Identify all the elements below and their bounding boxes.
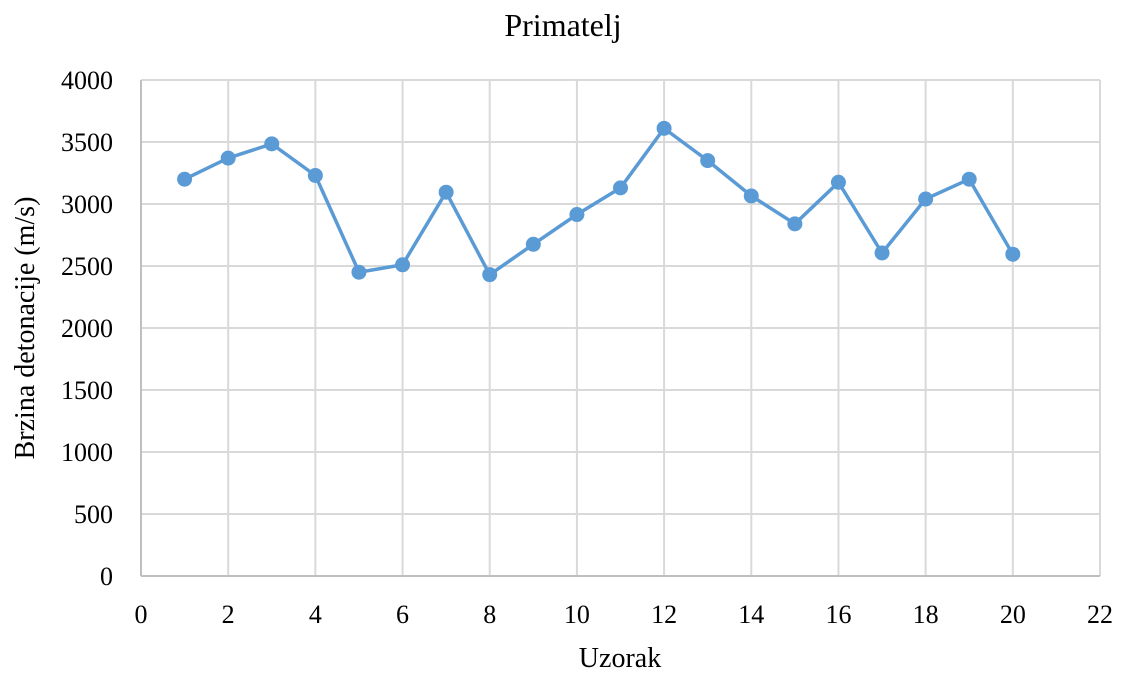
x-tick-label: 10: [564, 600, 590, 629]
y-tick-label: 500: [74, 500, 113, 529]
data-point: [396, 258, 410, 272]
data-point: [265, 137, 279, 151]
y-tick-label: 3000: [61, 190, 113, 219]
y-axis-title: Brzina detonacije (m/s): [10, 197, 41, 460]
data-point: [657, 121, 671, 135]
data-point: [439, 185, 453, 199]
x-tick-label: 18: [913, 600, 939, 629]
y-tick-label: 2000: [61, 314, 113, 343]
chart-title: Primatelj: [504, 7, 621, 43]
data-point: [919, 192, 933, 206]
data-point: [701, 154, 715, 168]
y-tick-label: 1000: [61, 438, 113, 467]
x-axis-title: Uzorak: [579, 643, 661, 674]
data-point: [788, 217, 802, 231]
y-tick-label: 3500: [61, 128, 113, 157]
data-point: [308, 168, 322, 182]
x-tick-label: 20: [1000, 600, 1026, 629]
data-point: [221, 151, 235, 165]
y-tick-labels: 0 500 1000 1500 2000 2500 3000 3500 4000: [61, 66, 113, 591]
x-tick-labels: 0 2 4 6 8 10 12 14 16 18 20 22: [135, 600, 1114, 629]
data-point: [570, 208, 584, 222]
x-tick-label: 6: [396, 600, 409, 629]
x-tick-label: 22: [1087, 600, 1113, 629]
y-tick-label: 4000: [61, 66, 113, 95]
data-point: [962, 172, 976, 186]
data-point: [875, 246, 889, 260]
data-point: [744, 189, 758, 203]
x-tick-label: 16: [825, 600, 851, 629]
x-tick-label: 0: [135, 600, 148, 629]
x-tick-label: 14: [738, 600, 764, 629]
x-tick-label: 2: [222, 600, 235, 629]
series-group: [178, 121, 1020, 281]
y-tick-label: 0: [100, 562, 113, 591]
data-point: [614, 181, 628, 195]
y-tick-label: 2500: [61, 252, 113, 281]
x-tick-label: 8: [483, 600, 496, 629]
data-point: [526, 237, 540, 251]
data-point: [483, 268, 497, 282]
data-point: [352, 265, 366, 279]
x-tick-label: 12: [651, 600, 677, 629]
x-tick-label: 4: [309, 600, 322, 629]
data-point: [1006, 247, 1020, 261]
data-point: [831, 175, 845, 189]
data-point: [178, 172, 192, 186]
y-tick-label: 1500: [61, 376, 113, 405]
